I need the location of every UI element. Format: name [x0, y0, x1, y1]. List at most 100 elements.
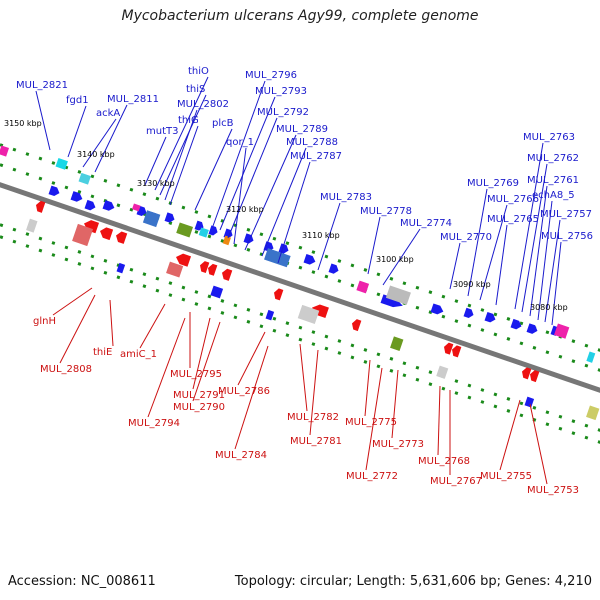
track-dot	[259, 232, 264, 237]
track-dot	[376, 292, 381, 297]
track-dot	[129, 187, 134, 192]
track-dot	[493, 404, 498, 409]
forward-gene-label: MUL_2783	[320, 192, 372, 203]
track-dot	[584, 363, 589, 368]
forward-gene-label: thiO	[188, 66, 209, 77]
track-dot	[207, 294, 212, 299]
leader-line	[169, 125, 199, 206]
track-dot	[12, 227, 17, 232]
track-dot	[194, 290, 199, 294]
gene-box	[222, 235, 231, 246]
kbp-tick-label: 3110 kbp	[302, 231, 340, 240]
forward-gene-label: mutT3	[146, 126, 178, 137]
track-dot	[233, 315, 238, 320]
forward-gene-label: MUL_2756	[541, 231, 593, 242]
track-dot	[103, 178, 108, 183]
rna-arrow	[452, 345, 462, 358]
gene-box	[132, 203, 141, 212]
track-dot	[90, 254, 95, 259]
track-dot	[64, 185, 69, 190]
kbp-tick-label: 3090 kbp	[453, 280, 491, 289]
leader-line	[529, 185, 548, 317]
reverse-gene-label: MUL_2784	[215, 450, 267, 461]
track-dot	[272, 316, 277, 321]
rna-arrow	[116, 231, 128, 244]
leader-line	[219, 96, 276, 231]
track-dot	[259, 312, 264, 317]
track-dot	[480, 388, 485, 392]
gene-box	[55, 157, 68, 170]
track-dot	[415, 365, 420, 370]
leader-line	[364, 359, 371, 417]
track-dot	[0, 235, 4, 240]
gene-box	[264, 248, 291, 268]
track-dot	[77, 170, 82, 174]
track-dot	[363, 268, 368, 272]
rna-arrow	[200, 261, 210, 274]
track-dot	[38, 236, 43, 241]
reverse-gene-label: MUL_2775	[345, 417, 397, 428]
track-dot	[51, 181, 56, 185]
track-dot	[454, 379, 459, 383]
forward-gene-label: MUL_2789	[276, 124, 328, 135]
leader-line	[237, 331, 266, 386]
track-dot	[493, 332, 498, 337]
forward-gene-label: thiS	[186, 84, 205, 95]
rna-arrow	[352, 319, 362, 332]
track-dot	[298, 337, 303, 342]
gene-box	[385, 285, 411, 305]
track-dot	[155, 276, 160, 281]
track-dot	[376, 352, 381, 357]
track-dot	[12, 147, 17, 152]
reverse-gene-label: MUL_2772	[346, 471, 398, 482]
track-dot	[337, 279, 342, 283]
track-dot	[233, 303, 238, 308]
leader-line	[94, 104, 128, 173]
leader-line	[367, 216, 381, 275]
track-dot	[467, 323, 472, 328]
track-dot	[519, 413, 524, 418]
track-dot	[142, 192, 147, 197]
track-dot	[38, 176, 43, 181]
track-dot	[324, 334, 329, 339]
track-dot	[441, 386, 446, 391]
track-dot	[12, 239, 17, 244]
leader-line	[35, 90, 51, 151]
track-dot	[246, 227, 251, 232]
leader-line	[277, 161, 311, 264]
track-dot	[545, 410, 550, 415]
leader-line	[437, 385, 441, 456]
track-dot	[467, 383, 472, 388]
reverse-gene-label: MUL_2791	[173, 390, 225, 401]
track-dot	[337, 351, 342, 355]
rna-arrow	[36, 200, 46, 213]
track-dot	[506, 317, 511, 321]
cds-arrow	[48, 185, 60, 197]
forward-gene-label: MUL_2778	[360, 206, 412, 217]
kbp-tick-label: 3120 kbp	[226, 205, 264, 214]
track-dot	[155, 288, 160, 293]
track-dot	[545, 422, 550, 427]
gene-box	[26, 218, 38, 233]
leader-line	[382, 228, 421, 286]
gene-box	[166, 261, 184, 278]
track-dot	[90, 194, 95, 199]
cds-arrow	[463, 307, 474, 319]
track-dot	[207, 234, 212, 239]
leader-line	[495, 224, 508, 306]
gene-box	[390, 336, 404, 351]
track-dot	[246, 247, 251, 252]
track-dot	[571, 339, 576, 344]
track-dot	[376, 364, 381, 369]
forward-gene-label: MUL_2766	[487, 194, 539, 205]
rna-arrow	[444, 342, 454, 355]
cds-arrow	[278, 243, 289, 254]
forward-gene-label: MUL_2792	[257, 107, 309, 118]
accession-text: Accession: NC_008611	[8, 574, 156, 589]
track-dot	[64, 257, 69, 262]
rna-arrow	[208, 263, 218, 276]
track-dot	[194, 302, 199, 306]
kbp-tick-label: 3080 kbp	[530, 303, 568, 312]
track-dot	[415, 377, 420, 382]
track-dot	[90, 266, 95, 271]
